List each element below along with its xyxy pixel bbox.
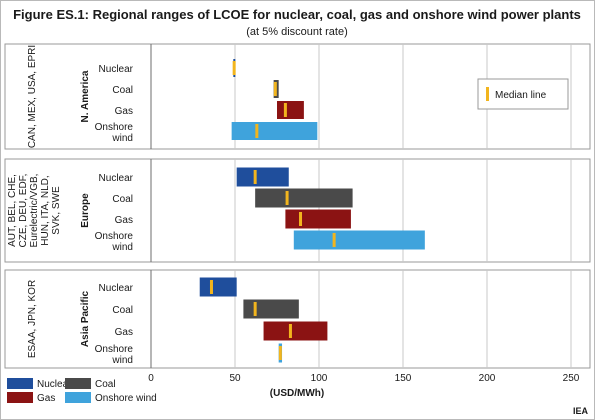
tech-label-n-america-gas: Gas xyxy=(115,106,133,117)
region-countries-europe: AUT, BEL, CHE, xyxy=(7,174,18,247)
median-line-n-america-gas xyxy=(283,103,287,117)
range-bar-asia-pacific-coal xyxy=(243,299,299,319)
tech-label-n-america-onshore-wind: Onshore xyxy=(95,122,134,133)
median-line-europe-onshore-wind xyxy=(332,233,336,247)
region-countries-europe: CZE, DEU, EDF, xyxy=(18,174,29,248)
tech-label-n-america-onshore-wind: wind xyxy=(111,133,133,144)
region-countries-n-america: CAN, MEX, USA, EPRI xyxy=(27,45,38,148)
source-label: IEA xyxy=(573,406,589,416)
range-bar-asia-pacific-nuclear xyxy=(199,277,237,297)
median-line-europe-coal xyxy=(285,191,289,205)
tech-label-asia-pacific-onshore-wind: wind xyxy=(111,355,133,366)
region-countries-europe: SVK, SWE xyxy=(51,186,62,235)
range-bar-europe-onshore-wind xyxy=(293,230,425,250)
tech-label-europe-coal: Coal xyxy=(112,194,133,205)
x-tick-label-3: 150 xyxy=(395,373,412,384)
legend-label-onshore-wind: Onshore wind xyxy=(95,393,157,404)
median-legend-box xyxy=(477,78,569,110)
legend-label-nuclear: Nuclear xyxy=(37,379,72,390)
range-bar-europe-gas xyxy=(285,209,351,229)
region-name-asia-pacific: Asia Pacific xyxy=(80,290,91,347)
median-line-n-america-coal xyxy=(273,82,277,96)
median-line-europe-gas xyxy=(299,212,303,226)
x-tick-label-0: 0 xyxy=(148,373,154,384)
range-bar-europe-nuclear xyxy=(236,167,289,187)
tech-label-asia-pacific-gas: Gas xyxy=(115,327,133,338)
region-countries-europe: Eurelectric/VGB, xyxy=(29,174,40,248)
x-tick-label-1: 50 xyxy=(229,373,241,384)
legend-swatch-coal xyxy=(65,378,91,389)
tech-label-asia-pacific-onshore-wind: Onshore xyxy=(95,344,134,355)
median-legend-label: Median line xyxy=(495,90,547,101)
x-axis: 0 50 100 150 200 250 xyxy=(148,373,580,384)
chart-title: Figure ES.1: Regional ranges of LCOE for… xyxy=(13,7,581,22)
legend-swatch-nuclear xyxy=(7,378,33,389)
legend-swatch-onshore-wind xyxy=(65,392,91,403)
range-bar-n-america-gas xyxy=(277,101,304,119)
tech-label-europe-nuclear: Nuclear xyxy=(99,173,134,184)
x-tick-label-2: 100 xyxy=(311,373,328,384)
tech-label-europe-gas: Gas xyxy=(115,215,133,226)
median-line-n-america-nuclear xyxy=(232,61,236,75)
median-line-n-america-onshore-wind xyxy=(255,124,259,138)
region-countries-asia-pacific: ESAA, JPN, KOR xyxy=(27,280,38,358)
tech-label-n-america-nuclear: Nuclear xyxy=(99,64,134,75)
range-bar-asia-pacific-gas xyxy=(263,321,328,341)
chart-subtitle: (at 5% discount rate) xyxy=(246,26,348,38)
x-tick-label-5: 250 xyxy=(563,373,580,384)
x-tick-label-4: 200 xyxy=(479,373,496,384)
legend-swatch-gas xyxy=(7,392,33,403)
tech-label-asia-pacific-coal: Coal xyxy=(112,305,133,316)
median-legend-swatch xyxy=(486,87,489,101)
region-name-europe: Europe xyxy=(80,193,91,228)
tech-label-n-america-coal: Coal xyxy=(112,85,133,96)
median-line-europe-nuclear xyxy=(253,170,257,184)
range-bar-europe-coal xyxy=(255,188,353,208)
tech-label-europe-onshore-wind: Onshore xyxy=(95,231,134,242)
median-line-asia-pacific-coal xyxy=(253,302,257,316)
region-countries-europe: HUN, ITA, NLD, xyxy=(40,175,51,245)
median-line-asia-pacific-onshore-wind xyxy=(278,346,282,360)
region-panel-asia-pacific xyxy=(4,269,591,369)
tech-label-asia-pacific-nuclear: Nuclear xyxy=(99,283,134,294)
region-name-n-america: N. America xyxy=(80,70,91,122)
median-line-asia-pacific-nuclear xyxy=(209,280,213,294)
regions-layer: N. America CAN, MEX, USA, EPRI Nuclear Coal… xyxy=(4,43,591,369)
x-axis-label: (USD/MWh) xyxy=(270,388,324,399)
legend-label-gas: Gas xyxy=(37,393,55,404)
legend-label-coal: Coal xyxy=(95,379,116,390)
range-bar-n-america-onshore-wind xyxy=(231,122,318,140)
tech-label-europe-onshore-wind: wind xyxy=(111,242,133,253)
legend: Nuclear Coal Gas Onshore wind xyxy=(7,378,157,404)
median-line-asia-pacific-gas xyxy=(288,324,292,338)
